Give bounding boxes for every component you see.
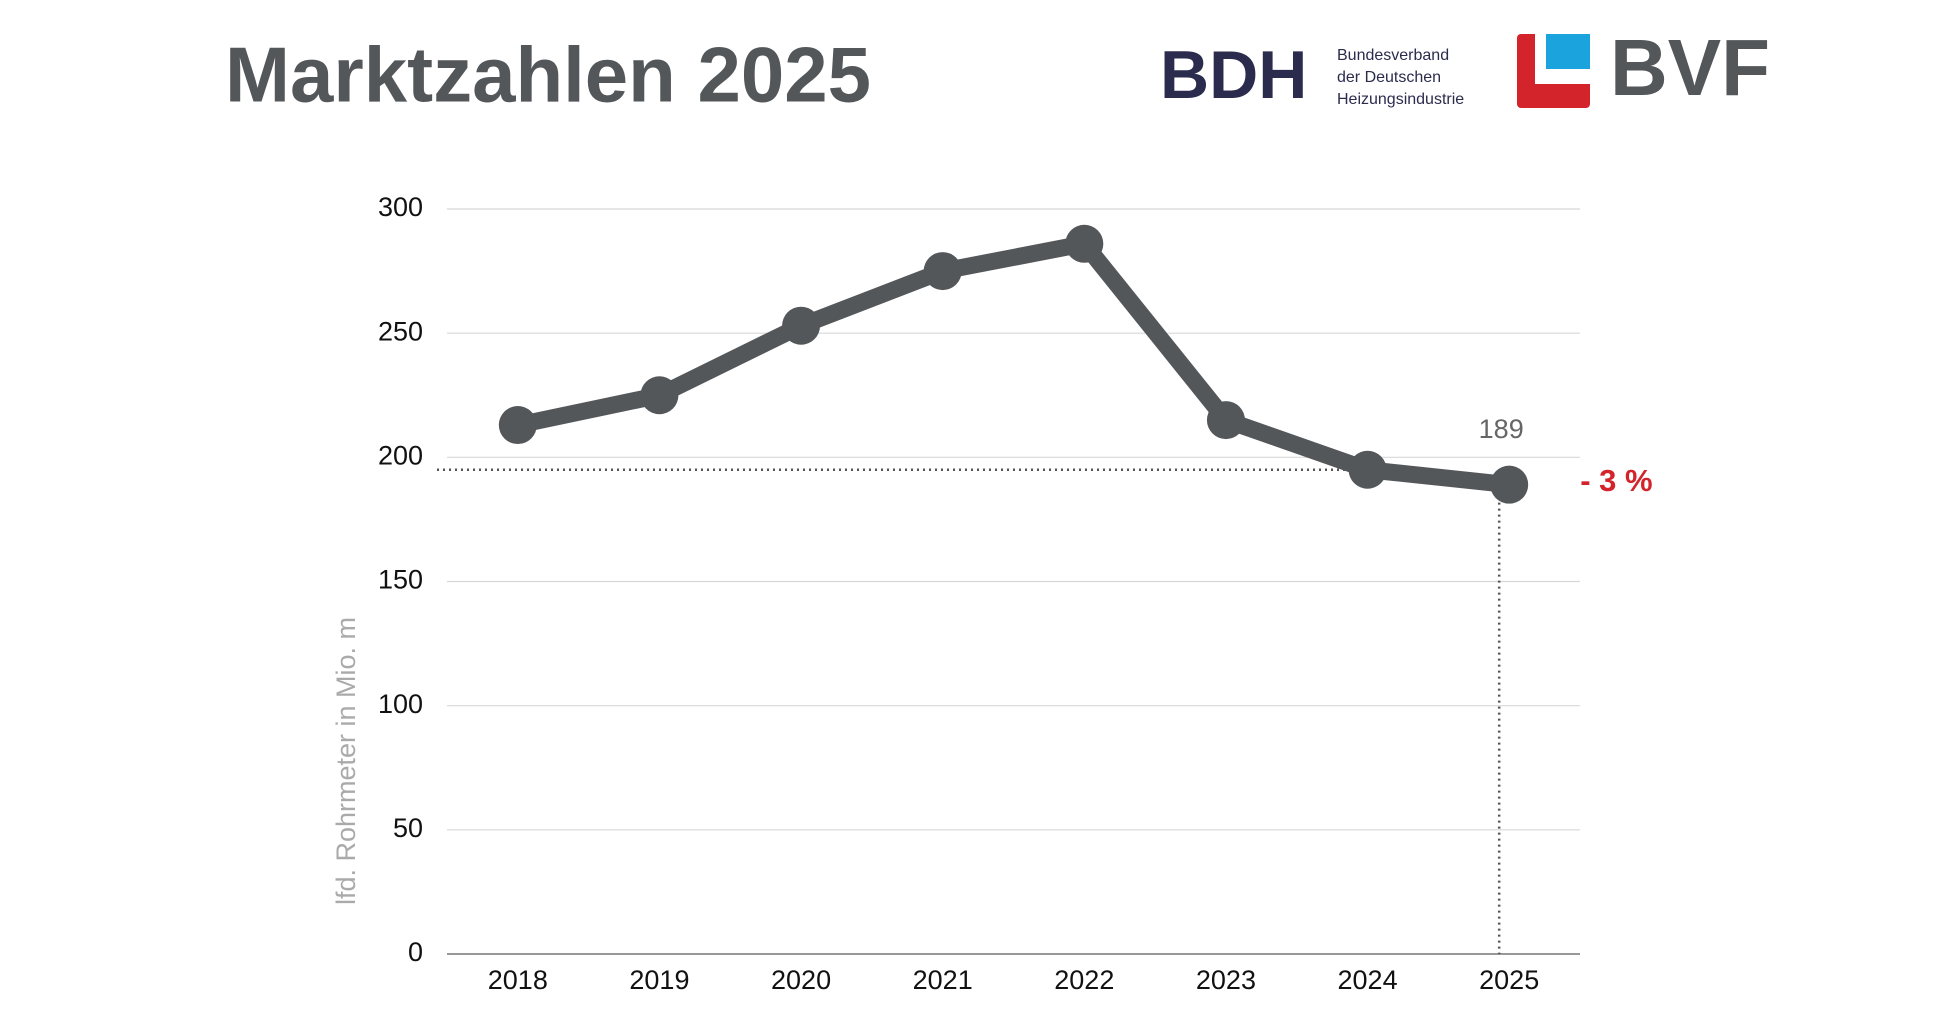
series-line <box>516 235 1511 494</box>
x-tick-label: 2022 <box>1054 965 1114 995</box>
x-tick-label: 2024 <box>1338 965 1398 995</box>
logo-bvf: BVF <box>1610 23 1770 112</box>
x-tick-label: 2020 <box>771 965 831 995</box>
y-tick-label: 300 <box>378 192 423 222</box>
logo-bdh-text: Bundesverband <box>1337 47 1449 64</box>
logo-bdh-text: Heizungsindustrie <box>1337 91 1464 108</box>
annotation: - 3 % <box>1580 463 1652 498</box>
x-tick-label: 2021 <box>913 965 973 995</box>
y-axis-label: lfd. Rohrmeter in Mio. m <box>331 617 361 905</box>
point <box>1065 224 1104 263</box>
y-tick-label: 150 <box>378 565 423 595</box>
point <box>1348 450 1387 489</box>
y-tick-label: 100 <box>378 689 423 719</box>
point <box>1206 401 1245 440</box>
y-tick-label: 50 <box>393 813 423 843</box>
y-tick-label: 250 <box>378 316 423 346</box>
point <box>498 406 537 445</box>
point <box>640 376 679 415</box>
logo-bdh: BDH <box>1160 37 1307 113</box>
x-tick-label: 2019 <box>629 965 689 995</box>
point <box>782 306 821 345</box>
y-tick-label: 200 <box>378 440 423 470</box>
x-tick-label: 2018 <box>488 965 548 995</box>
x-tick-label: 2023 <box>1196 965 1256 995</box>
point <box>1490 465 1529 504</box>
point <box>923 252 962 291</box>
page-title: Marktzahlen 2025 <box>225 31 871 119</box>
data-label: 189 <box>1479 414 1524 444</box>
x-tick-label: 2025 <box>1479 965 1539 995</box>
y-tick-label: 0 <box>408 937 423 967</box>
logo-bdh-text: der Deutschen <box>1337 69 1441 86</box>
logo-bvf-icon <box>1517 34 1590 108</box>
